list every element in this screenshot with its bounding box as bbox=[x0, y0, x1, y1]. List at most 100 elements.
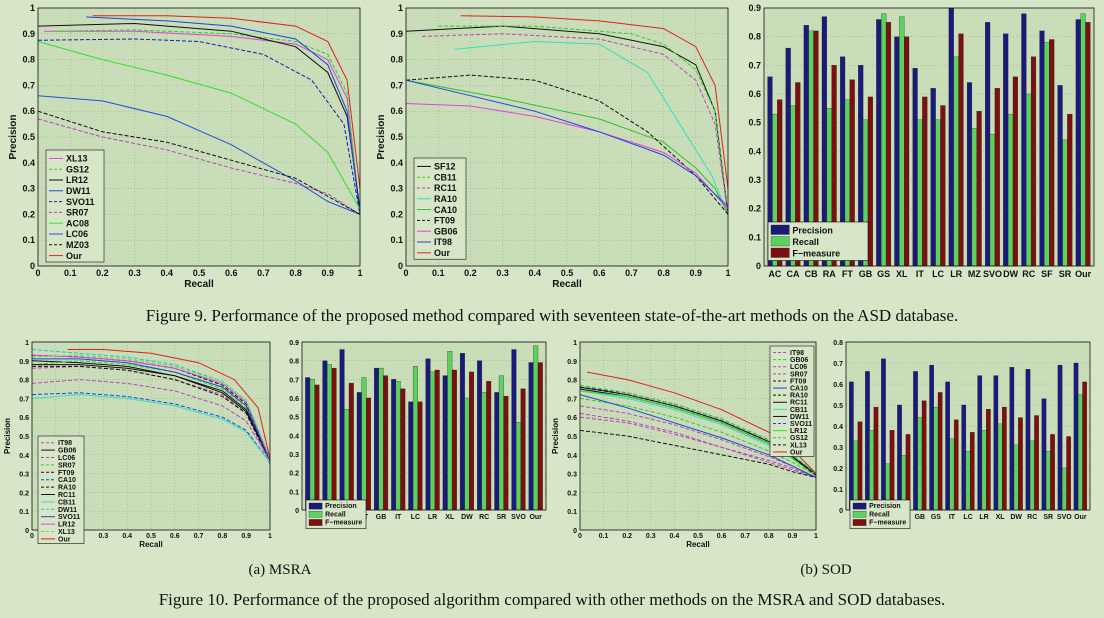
x-tick-label: LC bbox=[932, 269, 944, 279]
bar-it-recall bbox=[918, 120, 923, 266]
x-tick-label: RC bbox=[1027, 514, 1037, 521]
legend-label-xl13: XL13 bbox=[58, 529, 75, 536]
x-tick-labels: 0 0.1 0.2 0.3 0.4 0.5 0.6 0.7 0.8 0.9 1 bbox=[35, 268, 362, 278]
legend-label-ca10: CA10 bbox=[434, 205, 457, 215]
x-tick-label: DW bbox=[1010, 514, 1022, 521]
y-tick-label: 0.7 bbox=[748, 60, 761, 70]
x-tick-labels: 0 0.1 0.2 0.3 0.4 0.5 0.6 0.7 0.8 0.9 1 bbox=[578, 533, 818, 540]
legend-label-cb11: CB11 bbox=[434, 172, 457, 182]
bar-rc-precision bbox=[1022, 14, 1027, 266]
x-tick-label: SVO bbox=[511, 514, 526, 521]
bar-lr-recall bbox=[954, 57, 959, 266]
y-tick-label: 0.8 bbox=[833, 340, 843, 347]
x-tick-label: 0.9 bbox=[788, 533, 798, 540]
x-tick-label: 0.3 bbox=[99, 533, 109, 540]
legend-label-f-measure: F−measure bbox=[869, 520, 906, 527]
y-tick-label: 0.5 bbox=[390, 132, 403, 142]
x-tick-label: DW bbox=[1003, 269, 1018, 279]
y-tick-label: 0.3 bbox=[748, 175, 761, 185]
bar-lr-precision bbox=[949, 8, 954, 266]
fig10-msra-bar-chart: CACBRAFTGBITLCLRXLDWRCSRSVOOur00.10.20.3… bbox=[282, 338, 548, 544]
bar-lc-f-measure bbox=[418, 402, 423, 510]
x-tick-labels: 0 0.1 0.2 0.3 0.4 0.5 0.6 0.7 0.8 0.9 1 bbox=[403, 268, 730, 278]
x-tick-label: Our bbox=[1075, 269, 1091, 279]
legend-label-sr07: SR07 bbox=[790, 371, 808, 378]
bar-sr-recall bbox=[1046, 451, 1050, 510]
bar-our-precision bbox=[1076, 20, 1081, 267]
x-tick-label: 0.3 bbox=[128, 268, 141, 278]
y-tick-label: 0.8 bbox=[748, 32, 761, 42]
y-tick-label: 0.2 bbox=[833, 466, 843, 473]
bar-our-recall bbox=[1081, 14, 1086, 266]
bar-gb-recall bbox=[379, 368, 384, 510]
x-tick-label: 0.9 bbox=[322, 268, 335, 278]
legend-label-rc11: RC11 bbox=[58, 492, 76, 499]
bar-xl-precision bbox=[895, 37, 900, 266]
bar-ca-recall bbox=[854, 441, 858, 510]
x-tick-label: RA bbox=[823, 269, 836, 279]
y-tick-label: 0.5 bbox=[748, 118, 761, 128]
bar-gs-recall bbox=[881, 14, 886, 266]
y-tick-labels: 00.10.20.30.40.50.60.70.80.9 bbox=[748, 3, 761, 271]
x-tick-labels: AC CA CB RA FT GB GS XL IT LC LR MZ SVO DW RC SF SR Our bbox=[768, 269, 1091, 279]
legend-swatch-precision bbox=[309, 503, 322, 509]
chart-pr4-svg: 0 0.1 0.2 0.3 0.4 0.5 0.6 0.7 0.8 0.9 100.10.20.30… bbox=[554, 338, 820, 544]
legend-label-our: Our bbox=[58, 536, 71, 543]
bar-svo-recall bbox=[1062, 468, 1066, 510]
legend-label-recall: Recall bbox=[325, 511, 346, 518]
x-tick-label: 0.7 bbox=[740, 533, 750, 540]
bar-sr-recall bbox=[1063, 140, 1068, 266]
y-tick-label: 0.2 bbox=[748, 204, 761, 214]
y-axis-label: Precision bbox=[3, 418, 12, 454]
x-tick-label: 0.6 bbox=[717, 533, 727, 540]
legend-label-lr12: LR12 bbox=[790, 428, 807, 435]
bar-lr-f-measure bbox=[959, 34, 964, 266]
bar-ra-recall bbox=[344, 409, 349, 510]
bar-rc-f-measure bbox=[486, 381, 491, 510]
x-tick-label: CB bbox=[805, 269, 818, 279]
legend-label-precision: Precision bbox=[792, 226, 833, 236]
bar-rc-precision bbox=[1026, 369, 1030, 510]
x-tick-label: SR bbox=[1043, 514, 1053, 521]
x-tick-label: LR bbox=[428, 514, 437, 521]
bar-dw-precision bbox=[460, 353, 465, 510]
bar-ca-precision bbox=[849, 382, 853, 510]
x-tick-label: GB bbox=[376, 514, 387, 521]
fig9-bar-chart: AC CA CB RA FT GB GS XL IT LC LR MZ SVO DW RC SF SR Our 0 0… bbox=[740, 4, 1098, 294]
y-tick-label: 1 bbox=[25, 340, 29, 347]
legend-label-svo11: SVO11 bbox=[58, 514, 80, 521]
y-tick-labels: 00.10.20.30.40.50.60.70.80.9 bbox=[289, 340, 299, 515]
bar-svo-precision bbox=[1058, 365, 1062, 510]
bar-xl-precision bbox=[443, 376, 448, 510]
x-tick-label: 0.8 bbox=[218, 533, 228, 540]
legend: SF12CB11RC11RA10CA10FT09GB06IT98Our bbox=[414, 158, 466, 259]
x-tick-label: 1 bbox=[814, 533, 818, 540]
bar-svo-f-measure bbox=[521, 389, 526, 510]
y-tick-label: 0.6 bbox=[748, 89, 761, 99]
y-tick-label: 0.1 bbox=[19, 509, 29, 516]
x-tick-label: RC bbox=[479, 514, 489, 521]
x-tick-label: IT bbox=[949, 514, 956, 521]
y-tick-label: 0.7 bbox=[22, 80, 35, 90]
y-tick-label: 0.7 bbox=[19, 396, 29, 403]
bar-sr-precision bbox=[495, 392, 500, 510]
x-tick-label: SF bbox=[1041, 269, 1053, 279]
x-tick-label: 1 bbox=[268, 533, 272, 540]
bar-xl-f-measure bbox=[452, 370, 457, 510]
legend-label-xl13: XL13 bbox=[66, 154, 88, 164]
legend-label-our: Our bbox=[434, 248, 450, 258]
x-tick-label: 0 bbox=[403, 268, 408, 278]
y-tick-label: 0.4 bbox=[833, 424, 843, 431]
x-tick-label: 0.1 bbox=[599, 533, 609, 540]
bar-gb-f-measure bbox=[922, 401, 926, 510]
bar-ca-f-measure bbox=[315, 385, 320, 510]
x-tick-label: CA bbox=[787, 269, 800, 279]
bar-rc-f-measure bbox=[1031, 57, 1036, 266]
y-axis-label: Precision bbox=[551, 418, 560, 454]
x-tick-label: 0 bbox=[578, 533, 582, 540]
legend-swatch-recall bbox=[309, 511, 322, 517]
y-tick-label: 0.9 bbox=[748, 3, 761, 13]
x-tick-label: 0.8 bbox=[289, 268, 302, 278]
bar-cb-precision bbox=[865, 371, 869, 510]
bar-dw-precision bbox=[1010, 367, 1014, 510]
